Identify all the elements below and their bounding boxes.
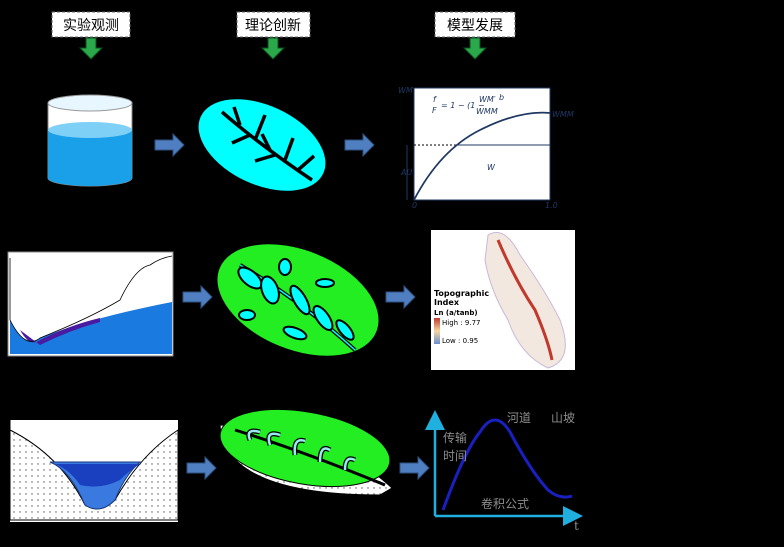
axis-label: 1.0 — [545, 201, 558, 210]
topo-map-part — [434, 318, 440, 344]
basin-leaf-3d-part — [247, 429, 356, 471]
header: 模型发展 — [447, 18, 503, 34]
basin-leaf-saturated-part — [312, 305, 334, 331]
legend-title: Topographic — [434, 289, 489, 298]
header-boxes-part — [51, 11, 131, 38]
right-arrows-part — [182, 284, 213, 310]
basin-leaf-saturated-part — [260, 275, 280, 305]
water-cylinder-part — [48, 130, 132, 186]
hydrograph-part — [441, 418, 573, 511]
right-arrows — [154, 132, 430, 481]
formula: = 1 − (1 − — [441, 101, 485, 110]
curve-label: WMM — [552, 110, 574, 119]
topo-map-part — [496, 239, 554, 361]
profile-plot-part — [20, 318, 100, 345]
basin-leaf-saturated-part — [315, 278, 335, 288]
formula: b — [499, 93, 504, 102]
valley-section — [9, 420, 179, 522]
x-axis-label: t — [574, 519, 579, 533]
formula: F — [432, 106, 437, 115]
header-boxes-part — [236, 11, 311, 38]
water-cylinder-part — [48, 122, 132, 138]
axis-label: 0 — [412, 201, 417, 210]
annotation: 山坡 — [551, 411, 575, 425]
annotation: 河道 — [507, 411, 531, 425]
basin-leaf-saturated-part — [335, 319, 355, 341]
topo-map — [431, 230, 575, 370]
basin-leaf-3d — [219, 409, 393, 496]
right-arrows-part — [385, 284, 416, 310]
profile-plot-part — [10, 302, 172, 354]
down-arrows-part — [78, 37, 104, 60]
axis-label: WM — [398, 86, 413, 95]
right-arrows-part — [344, 132, 375, 158]
water-cylinder-part — [47, 94, 133, 112]
y-axis-label: 传输 — [443, 430, 467, 445]
y-axis-label: 时间 — [443, 449, 467, 463]
legend-high: High : 9.77 — [442, 319, 480, 327]
basin-leaf-saturated-part — [289, 284, 311, 316]
legend-low: Low : 0.95 — [442, 337, 478, 345]
down-arrows-part — [260, 37, 286, 60]
storage-chart-part — [413, 87, 551, 201]
annotation: 卷积公式 — [481, 496, 529, 511]
basin-leaf-saturated-part — [278, 258, 292, 276]
right-arrows-part — [186, 455, 217, 481]
basin-leaf-saturated-part — [282, 325, 308, 341]
storage-chart — [406, 87, 551, 201]
basin-leaf-saturated-part — [238, 309, 256, 321]
formula: f — [433, 95, 437, 104]
basin-leaf-part — [220, 106, 316, 182]
formula: WM′ — [479, 95, 496, 104]
down-arrows — [78, 37, 488, 60]
right-arrows-part — [154, 132, 185, 158]
right-arrows-part — [399, 455, 430, 481]
storage-chart-part — [413, 111, 551, 201]
basin-leaf — [197, 98, 327, 192]
profile-plot — [7, 251, 174, 357]
header-boxes-part — [434, 11, 516, 38]
profile-plot-part — [9, 255, 173, 342]
basin-leaf-saturated — [216, 243, 380, 357]
legend-title: Index — [434, 298, 460, 307]
hydrograph — [425, 410, 583, 526]
header-boxes — [51, 11, 516, 38]
axis-label: AU — [400, 168, 412, 177]
down-arrows-part — [462, 37, 488, 60]
valley-section-part — [55, 464, 140, 487]
formula: WMM — [476, 107, 498, 116]
header: 理论创新 — [245, 18, 301, 34]
legend-unit: Ln (a/tanb) — [434, 309, 478, 317]
header: 实验观测 — [63, 18, 119, 34]
region-label: W — [487, 163, 496, 172]
water-cylinder — [47, 94, 133, 187]
